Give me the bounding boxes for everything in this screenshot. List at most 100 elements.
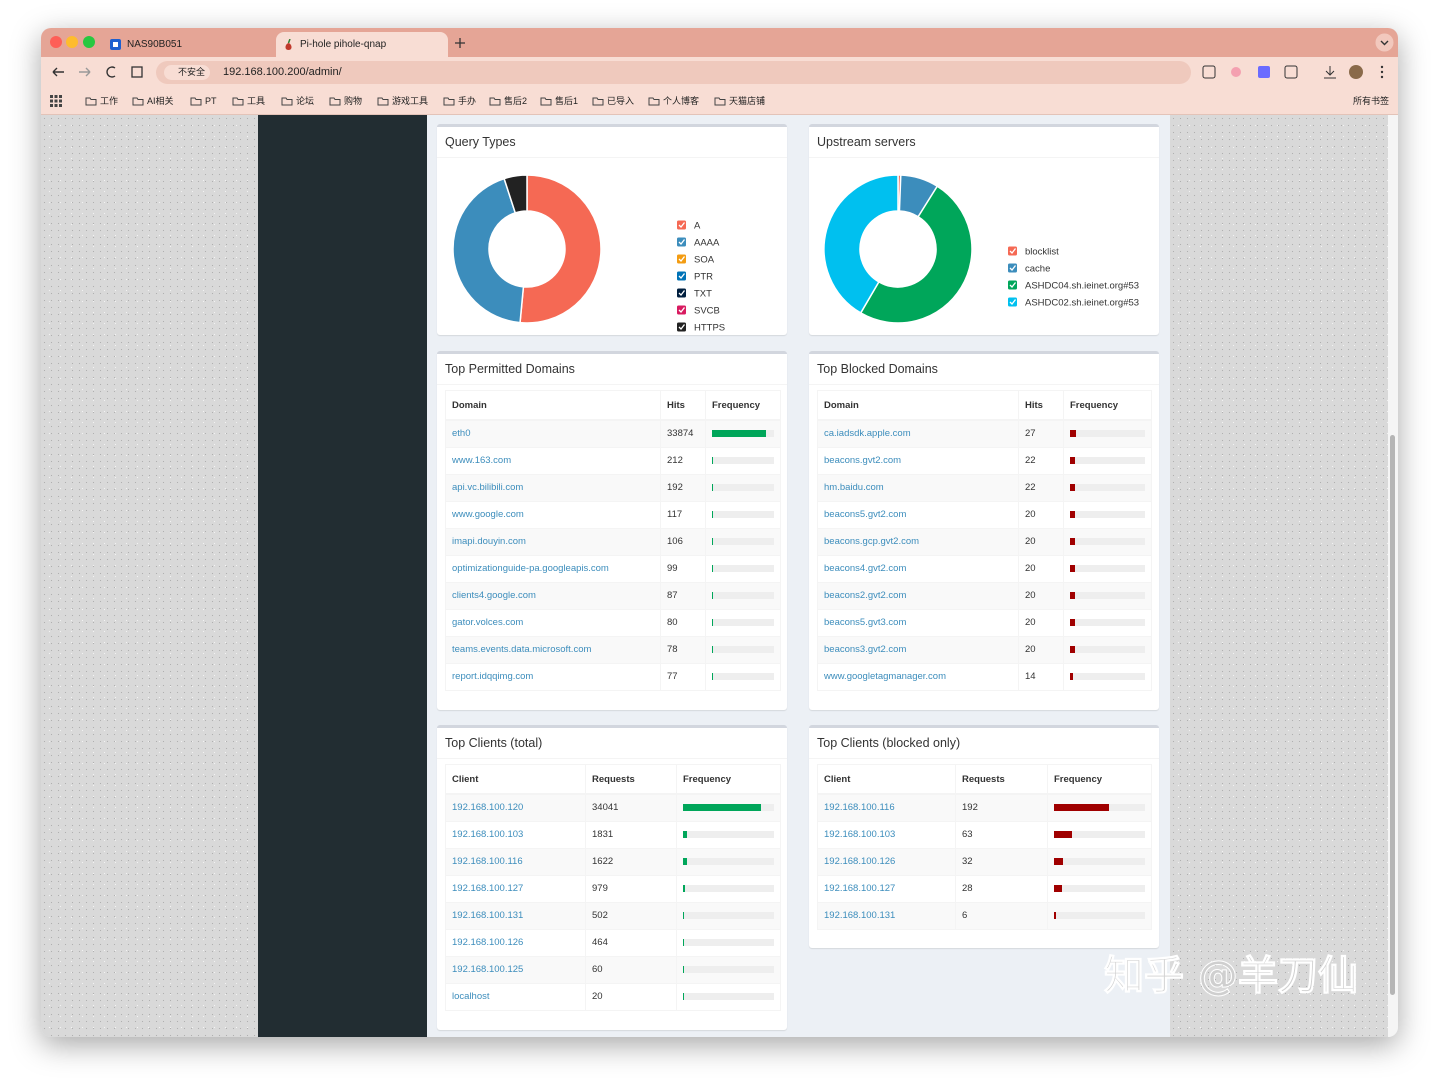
row-link[interactable]: 192.168.100.127 xyxy=(452,883,524,894)
legend-checkbox[interactable] xyxy=(677,322,686,332)
legend-label[interactable]: blocklist xyxy=(1025,247,1059,258)
row-link[interactable]: 192.168.100.131 xyxy=(452,910,524,921)
table-row: beacons2.gvt2.com 20 xyxy=(817,581,1152,610)
legend-label[interactable]: PTR xyxy=(694,272,713,283)
row-link[interactable]: clients4.google.com xyxy=(452,590,536,601)
row-link[interactable]: beacons5.gvt2.com xyxy=(824,509,907,520)
back-button[interactable] xyxy=(52,67,64,77)
row-link[interactable]: 192.168.100.116 xyxy=(824,802,895,814)
legend-label[interactable]: AAAA xyxy=(694,238,720,249)
row-link[interactable]: 192.168.100.103 xyxy=(452,829,524,840)
bookmark[interactable]: 工具 xyxy=(247,96,266,106)
row-link[interactable]: 192.168.100.126 xyxy=(452,937,524,948)
row-link[interactable]: www.163.com xyxy=(452,455,512,466)
folder xyxy=(232,97,244,106)
row-link[interactable]: beacons5.gvt3.com xyxy=(824,617,907,628)
address-bar[interactable]: 不安全 192.168.100.200/admin/ xyxy=(156,61,1191,84)
legend-checkbox[interactable] xyxy=(677,271,686,281)
row-link[interactable]: imapi.douyin.com xyxy=(452,536,526,547)
legend-checkbox[interactable] xyxy=(677,288,686,298)
reload-button[interactable] xyxy=(106,66,116,78)
row-link[interactable]: 192.168.100.120 xyxy=(452,802,524,814)
legend-label[interactable]: A xyxy=(694,221,701,232)
row-link[interactable]: beacons2.gvt2.com xyxy=(824,590,907,601)
close-button[interactable] xyxy=(50,36,62,48)
bookmark[interactable]: 个人博客 xyxy=(663,96,700,106)
row-link[interactable]: optimizationguide-pa.googleapis.com xyxy=(452,563,609,574)
row-link[interactable]: 192.168.100.127 xyxy=(824,883,896,894)
bookmark[interactable]: PT xyxy=(205,96,217,106)
frequency-bar xyxy=(712,592,713,599)
header-row: Client Requests Frequency xyxy=(817,764,1152,795)
bookmark[interactable]: 已导入 xyxy=(607,96,635,106)
legend-checkbox[interactable] xyxy=(1008,246,1017,256)
frequency-cell xyxy=(1063,527,1152,556)
row-link[interactable]: teams.events.data.microsoft.com xyxy=(452,644,592,655)
donut-slice xyxy=(519,174,602,324)
frequency-bar xyxy=(1070,430,1076,438)
browser-window: NAS90B051 Pi-hole pihole-qnap 不安全 192.16… xyxy=(41,28,1398,1037)
row-link[interactable]: beacons.gcp.gvt2.com xyxy=(824,536,920,547)
row-link[interactable]: eth0 xyxy=(452,428,471,440)
url[interactable]: 192.168.100.200/admin/ xyxy=(223,66,342,78)
legend-label[interactable]: TXT xyxy=(694,289,712,300)
sidebar-button[interactable] xyxy=(131,66,143,78)
row-link[interactable]: 192.168.100.126 xyxy=(824,856,896,867)
forward-button[interactable] xyxy=(79,67,91,77)
progress-track xyxy=(712,511,774,518)
row-link[interactable]: gator.volces.com xyxy=(452,617,524,628)
row-link[interactable]: beacons3.gvt2.com xyxy=(824,644,907,655)
row-link[interactable]: beacons.gvt2.com xyxy=(824,455,902,466)
tab[interactable]: NAS90B051 xyxy=(103,32,275,57)
row-link[interactable]: localhost xyxy=(452,991,490,1002)
legend-checkbox[interactable] xyxy=(677,254,686,264)
name-cell: 192.168.100.125 xyxy=(445,955,586,984)
row-link[interactable]: api.vc.bilibili.com xyxy=(452,482,524,493)
legend-checkbox[interactable] xyxy=(1008,263,1017,273)
bookmark[interactable]: 工作 xyxy=(100,96,119,106)
tab-menu[interactable] xyxy=(1375,33,1394,52)
row-link[interactable]: www.google.com xyxy=(452,509,524,520)
legend-label[interactable]: SOA xyxy=(694,255,715,266)
legend-checkbox[interactable] xyxy=(677,220,686,230)
count-cell: 20 xyxy=(1018,635,1064,664)
scroll-thumb[interactable] xyxy=(1390,435,1395,995)
legend-label[interactable]: HTTPS xyxy=(694,323,725,334)
legend-label[interactable]: ASHDC02.sh.ieinet.org#53 xyxy=(1025,298,1139,309)
row-link[interactable]: 192.168.100.103 xyxy=(824,829,896,840)
row-link[interactable]: ca.iadsdk.apple.com xyxy=(824,428,911,440)
row-link[interactable]: 192.168.100.116 xyxy=(452,856,523,867)
legend-checkbox[interactable] xyxy=(677,237,686,247)
bookmark[interactable]: 论坛 xyxy=(296,96,315,106)
legend-checkbox[interactable] xyxy=(677,305,686,315)
bookmark[interactable]: AI相关 xyxy=(147,96,174,106)
security-chip[interactable]: 不安全 xyxy=(164,65,211,80)
row-link[interactable]: hm.baidu.com xyxy=(824,482,884,493)
bookmark[interactable]: 手办 xyxy=(458,96,477,106)
legend-label[interactable]: ASHDC04.sh.ieinet.org#53 xyxy=(1025,281,1139,292)
new-tab[interactable] xyxy=(453,36,467,50)
tab-active[interactable]: Pi-hole pihole-qnap xyxy=(276,32,448,57)
table-row: optimizationguide-pa.googleapis.com 99 xyxy=(445,554,781,583)
zoom-button[interactable] xyxy=(83,36,95,48)
bookmark[interactable]: 天猫店铺 xyxy=(729,96,766,106)
row-link[interactable]: beacons4.gvt2.com xyxy=(824,563,907,574)
bookmark[interactable]: 售后1 xyxy=(555,96,579,106)
bookmark[interactable]: 游戏工具 xyxy=(392,96,429,106)
legend-checkbox[interactable] xyxy=(1008,297,1017,307)
legend-label[interactable]: SVCB xyxy=(694,306,720,317)
table-row: 192.168.100.116 192 xyxy=(817,793,1152,822)
legend-label[interactable]: cache xyxy=(1025,264,1050,275)
dot xyxy=(59,104,62,107)
minimize-button[interactable] xyxy=(66,36,78,48)
row-link[interactable]: report.idqqimg.com xyxy=(452,671,534,682)
legend-checkbox[interactable] xyxy=(1008,280,1017,290)
all-bookmarks[interactable]: 所有书签 xyxy=(1353,96,1390,106)
bookmark-icon xyxy=(540,97,552,106)
row-link[interactable]: 192.168.100.131 xyxy=(824,910,896,921)
row-link[interactable]: www.googletagmanager.com xyxy=(824,671,946,682)
bookmark[interactable]: 售后2 xyxy=(504,96,528,106)
progress-track xyxy=(712,619,774,626)
row-link[interactable]: 192.168.100.125 xyxy=(452,964,524,975)
bookmark[interactable]: 购物 xyxy=(344,96,363,106)
